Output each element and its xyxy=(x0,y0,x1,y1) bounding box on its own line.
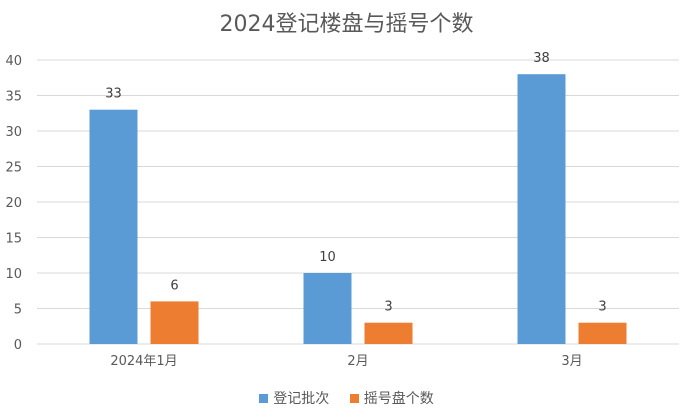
y-tick-label: 30 xyxy=(5,125,22,140)
y-axis: 0 5 10 15 20 25 30 35 40 xyxy=(5,54,22,353)
bar-series-1-cat-1[interactable] xyxy=(364,322,413,344)
legend-swatch-series-0 xyxy=(259,393,269,403)
bar-series-0-cat-1[interactable] xyxy=(303,273,352,344)
legend-item-series-0[interactable]: 登记批次 xyxy=(259,388,329,408)
bar-chart: 0 5 10 15 20 25 30 35 40 33 6 10 3 38 3 2024年1月 2月 3月 xyxy=(5,51,679,369)
y-tick-label: 35 xyxy=(5,90,22,105)
y-tick-label: 10 xyxy=(5,267,22,282)
x-axis: 2024年1月 2月 3月 xyxy=(110,354,582,369)
data-label-series-0-cat-0: 33 xyxy=(105,87,122,102)
bar-series-0-cat-0[interactable] xyxy=(89,109,138,344)
y-tick-label: 0 xyxy=(14,338,22,353)
grid-lines xyxy=(37,59,679,345)
chart-title: 2024登记楼盘与摇号个数 xyxy=(219,12,474,37)
x-category-label: 2月 xyxy=(347,354,368,369)
bar-series-0-cat-2[interactable] xyxy=(517,74,566,344)
legend-swatch-series-1 xyxy=(349,393,359,403)
legend: 登记批次 摇号盘个数 xyxy=(0,388,693,408)
bar-series-1-cat-2[interactable] xyxy=(578,322,627,344)
x-category-label: 3月 xyxy=(561,354,582,369)
y-tick-label: 5 xyxy=(14,303,22,318)
y-tick-label: 40 xyxy=(5,54,22,69)
y-tick-label: 20 xyxy=(5,196,22,211)
legend-item-series-1[interactable]: 摇号盘个数 xyxy=(349,388,434,408)
legend-label-series-1: 摇号盘个数 xyxy=(363,391,434,407)
data-label-series-0-cat-1: 10 xyxy=(319,250,336,265)
y-tick-label: 25 xyxy=(5,161,22,176)
data-label-series-0-cat-2: 38 xyxy=(533,51,550,66)
legend-label-series-0: 登记批次 xyxy=(273,391,330,407)
data-label-series-1-cat-2: 3 xyxy=(598,300,606,315)
bars xyxy=(89,74,627,344)
data-label-series-1-cat-1: 3 xyxy=(384,300,392,315)
x-category-label: 2024年1月 xyxy=(110,354,177,369)
y-tick-label: 15 xyxy=(5,232,22,247)
bar-series-1-cat-0[interactable] xyxy=(150,301,199,344)
data-label-series-1-cat-0: 6 xyxy=(170,278,178,293)
data-labels: 33 6 10 3 38 3 xyxy=(105,51,606,315)
